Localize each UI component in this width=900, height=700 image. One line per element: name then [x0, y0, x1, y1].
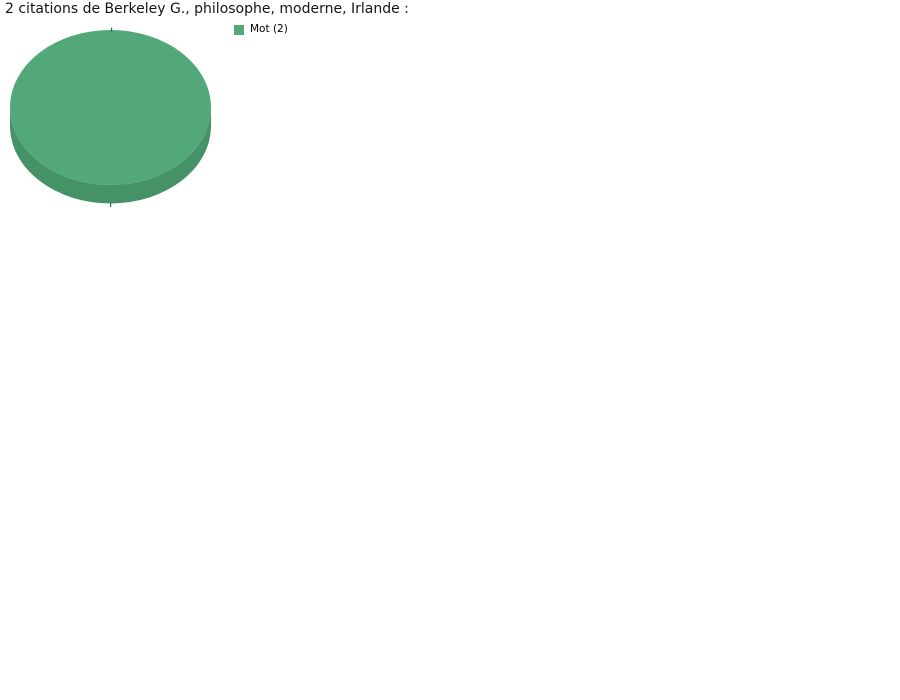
- pie-slice-boundary-tick-bottom: [110, 202, 112, 207]
- chart-title: 2 citations de Berkeley G., philosophe, …: [5, 1, 409, 17]
- legend-swatch-mot: [234, 24, 244, 35]
- pie-slice-boundary-tick-top: [111, 27, 113, 32]
- pie-slice-mot-side: [10, 107, 211, 204]
- chart-legend: Mot (2): [234, 23, 288, 35]
- pie-slice-mot: [10, 30, 211, 185]
- legend-label-mot: Mot (2): [250, 23, 288, 35]
- pie-chart: [10, 27, 211, 207]
- legend-swatch-rect: [234, 24, 244, 35]
